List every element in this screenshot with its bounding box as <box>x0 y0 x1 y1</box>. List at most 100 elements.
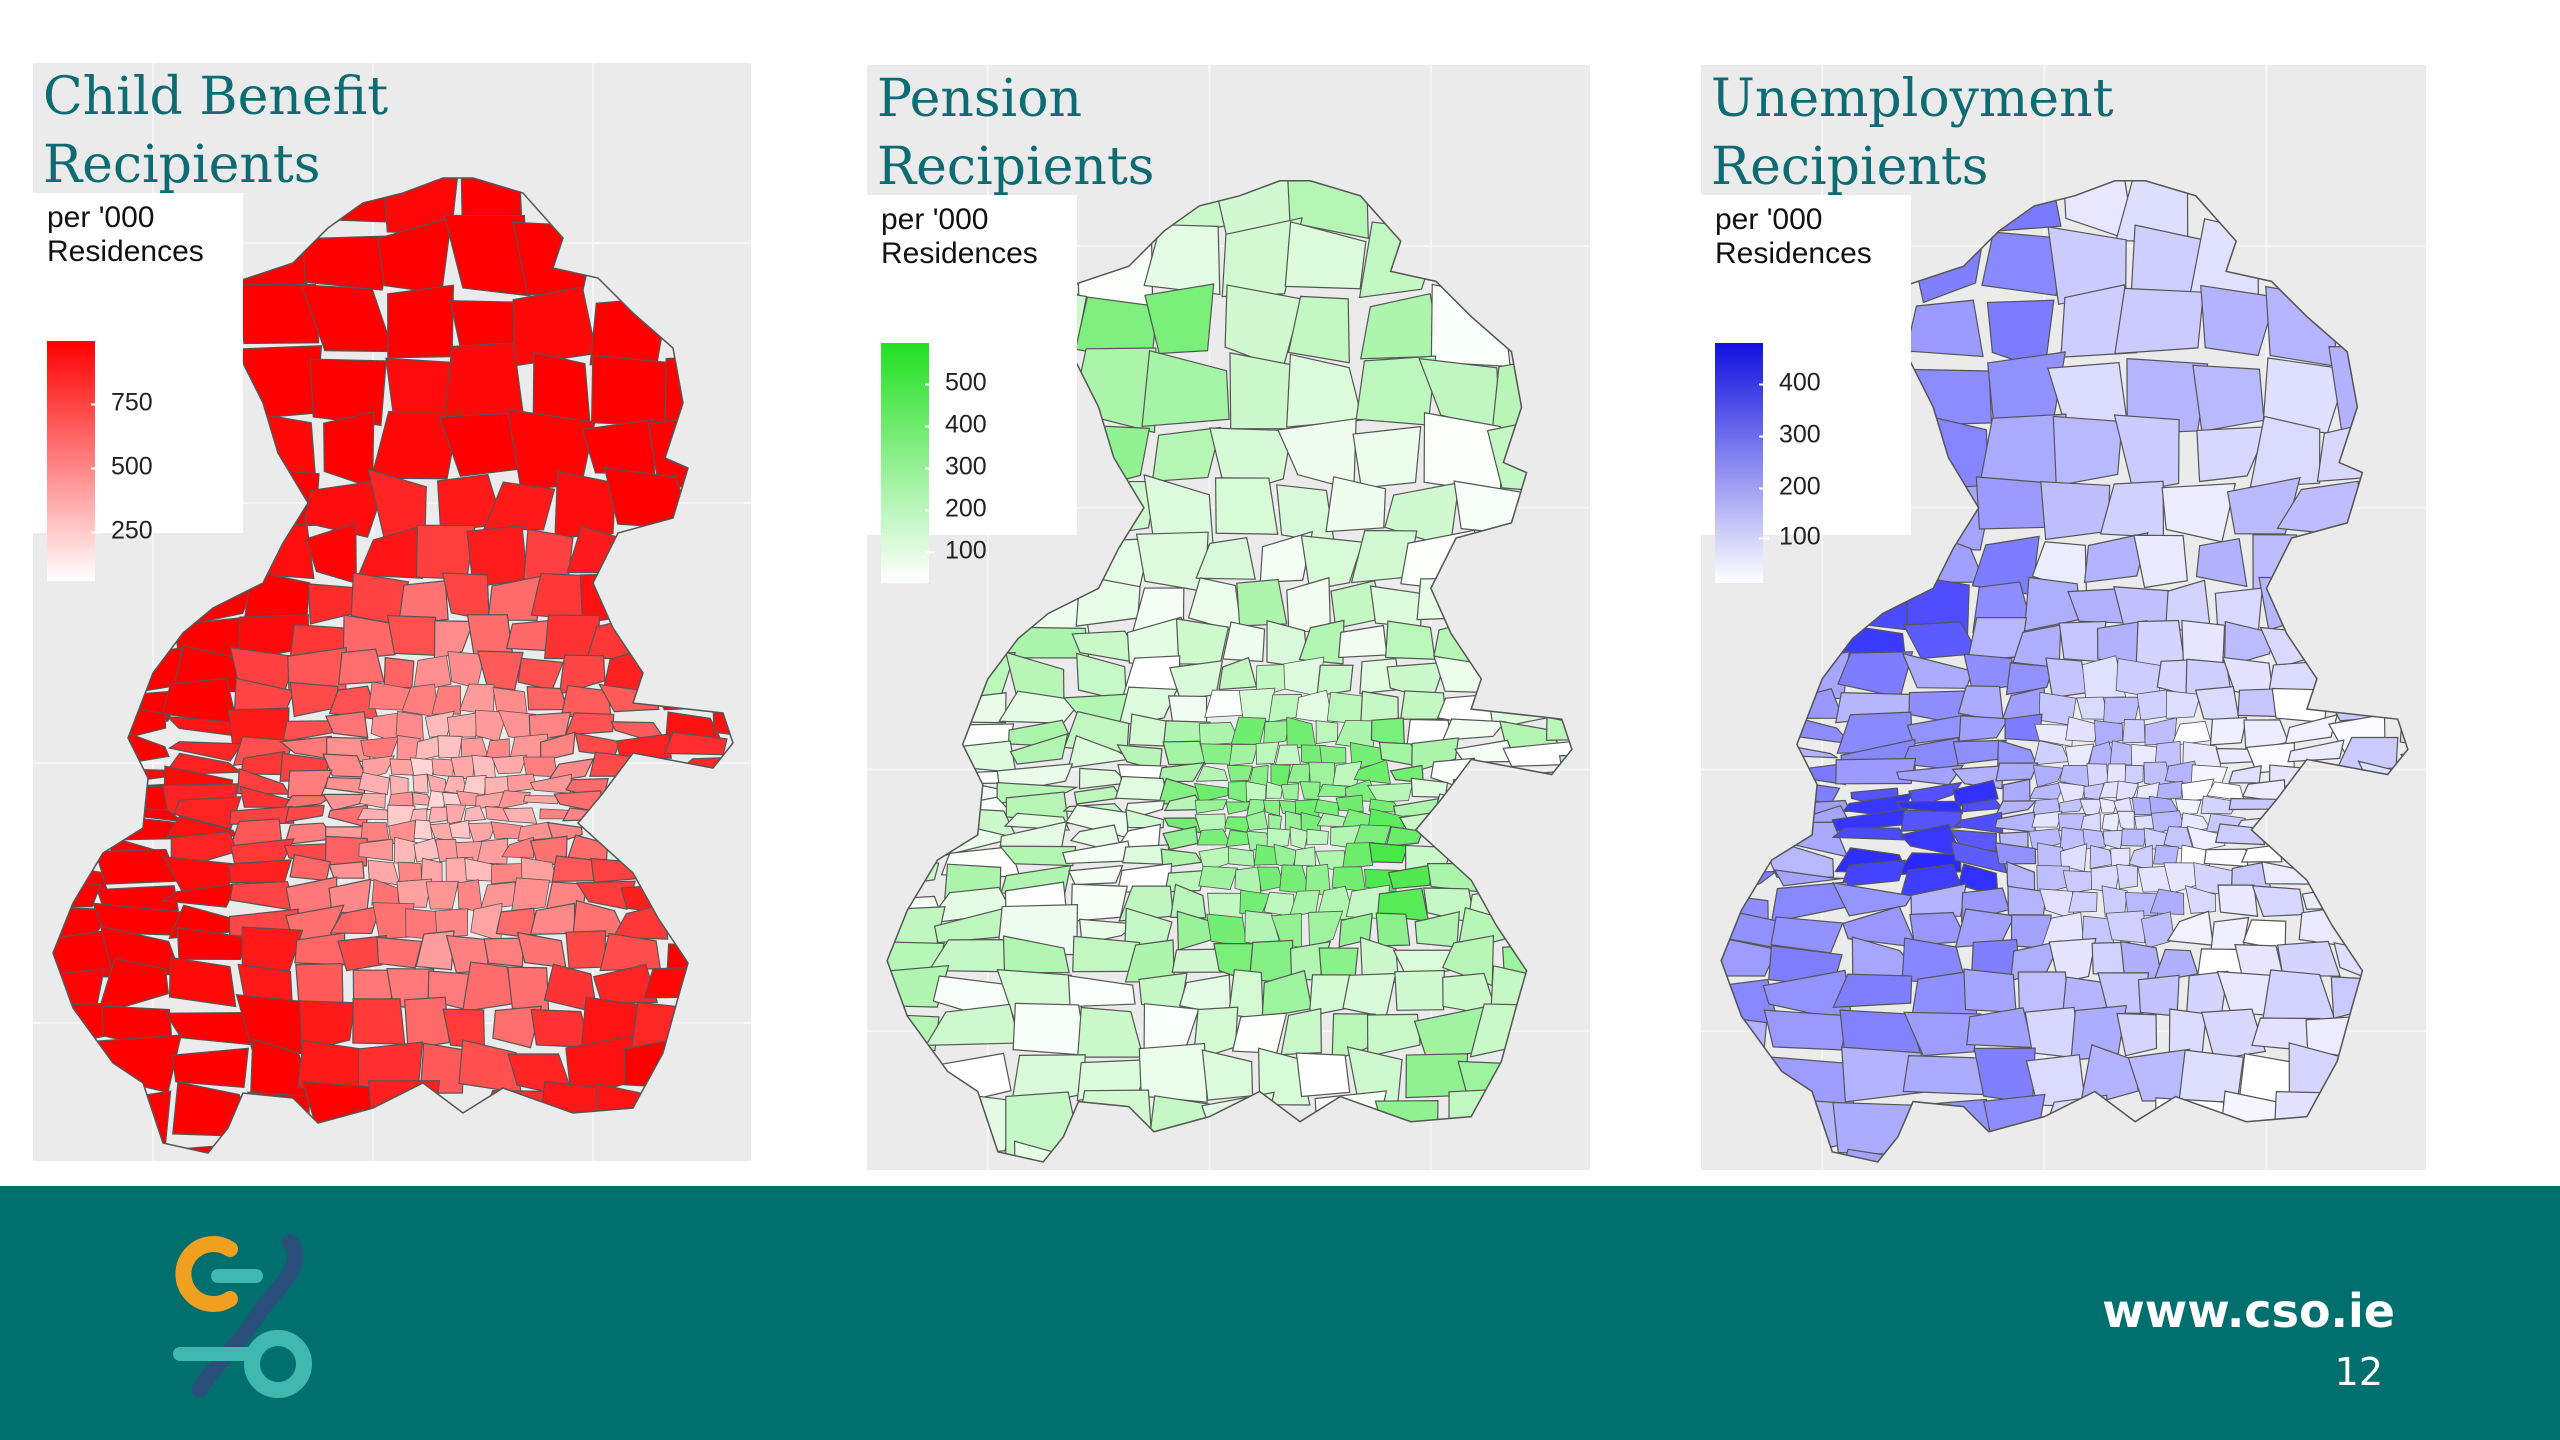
map-region <box>2121 828 2147 847</box>
map-region <box>463 805 486 823</box>
map-panel-unemployment: Unemployment Recipients per '000 Residen… <box>1701 65 2426 1170</box>
map-region <box>935 740 1017 774</box>
map-region <box>358 772 390 796</box>
map-region <box>1430 283 1511 368</box>
map-outline <box>52 177 734 1154</box>
map-region <box>236 345 323 420</box>
map-region <box>887 964 950 1008</box>
map-region <box>2261 860 2326 885</box>
map-region <box>404 996 451 1050</box>
map-region <box>2192 364 2265 433</box>
map-title-line2: Recipients <box>1711 137 1989 197</box>
map-region <box>2262 969 2337 1023</box>
map-region <box>2154 1097 2227 1157</box>
map-region <box>471 754 496 779</box>
map-region <box>2203 848 2249 868</box>
map-region <box>2301 886 2350 910</box>
map-region <box>1162 740 1207 766</box>
map-region <box>2283 778 2335 808</box>
map-region <box>2040 481 2111 541</box>
map-region <box>1384 620 1436 660</box>
map-region <box>94 1090 172 1150</box>
map-region <box>1073 785 1123 805</box>
map-region <box>383 656 415 689</box>
legend-title-line1: per '000 <box>47 201 155 234</box>
map-region <box>476 838 509 865</box>
map-region <box>1300 535 1364 591</box>
map-region <box>1486 415 1572 495</box>
footer-url[interactable]: www.cso.ie <box>2102 1284 2395 1338</box>
map-region <box>2214 587 2264 631</box>
map-region <box>357 524 426 579</box>
map-region <box>1342 842 1375 869</box>
map-region <box>1206 913 1248 948</box>
map-region <box>1374 1099 1439 1160</box>
map-region <box>298 1000 356 1053</box>
map-region <box>1907 1098 1995 1162</box>
map-region <box>2052 415 2123 487</box>
map-region <box>1225 829 1252 847</box>
map-region <box>1259 530 1314 584</box>
map-region <box>412 773 429 794</box>
map-region <box>1263 720 1290 746</box>
map-region <box>2149 888 2185 916</box>
map-region <box>301 1081 382 1146</box>
map-region <box>1236 578 1288 627</box>
map-region <box>433 620 475 661</box>
map-region <box>232 523 315 580</box>
map-region <box>367 1080 441 1149</box>
map-region <box>1423 412 1502 495</box>
map-region <box>1072 1089 1153 1156</box>
map-region <box>2156 780 2183 800</box>
map-title: Pension Recipients <box>877 65 1154 201</box>
map-region <box>2089 845 2114 870</box>
map-region <box>1077 1006 1144 1058</box>
map-region <box>2045 657 2088 699</box>
map-region <box>1009 732 1069 765</box>
map-region <box>282 794 336 810</box>
map-region <box>470 902 503 942</box>
map-region <box>1194 782 1229 803</box>
map-region <box>732 725 733 765</box>
map-region <box>1012 1002 1088 1057</box>
map-region <box>2098 797 2118 814</box>
map-region <box>167 741 244 762</box>
map-region <box>1953 811 2004 834</box>
map-region <box>1832 1101 1922 1156</box>
map-region <box>294 932 346 966</box>
map-region <box>2116 863 2139 890</box>
map-region <box>413 819 434 841</box>
map-region <box>53 967 105 1009</box>
map-region <box>2165 690 2201 719</box>
map-region <box>446 712 479 738</box>
map-region <box>1125 808 1165 829</box>
map-region <box>2005 662 2055 696</box>
map-region <box>462 774 487 796</box>
map-region <box>491 754 528 775</box>
map-region <box>1352 425 1422 489</box>
map-region <box>490 821 523 839</box>
map-region <box>434 908 469 938</box>
map-region <box>2166 910 2214 946</box>
legend-tick-label: 100 <box>1759 522 1821 551</box>
map-region <box>1299 781 1321 800</box>
map-region <box>342 614 396 661</box>
map-region <box>237 409 316 476</box>
map-region <box>590 354 670 427</box>
map-region <box>1002 935 1070 974</box>
map-region <box>448 819 471 839</box>
map-region <box>1214 477 1279 535</box>
map-region <box>1901 652 1974 689</box>
map-region <box>1558 752 1572 772</box>
map-region <box>358 793 386 809</box>
map-region <box>592 963 659 1005</box>
map-region <box>237 1091 310 1142</box>
map-region <box>1293 846 1316 867</box>
map-region <box>2217 884 2259 917</box>
map-region <box>2200 795 2239 815</box>
map-region <box>1366 782 1414 803</box>
map-region <box>575 880 636 910</box>
map-region <box>1316 812 1348 828</box>
map-region <box>512 286 598 367</box>
map-title-line1: Child Benefit <box>43 67 389 127</box>
